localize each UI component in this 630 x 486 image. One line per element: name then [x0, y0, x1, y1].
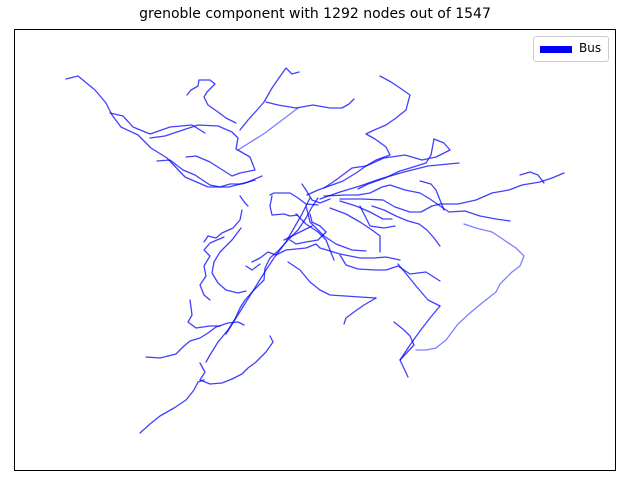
bus-route-edge: [109, 112, 206, 135]
bus-route-edge: [301, 183, 331, 204]
bus-route-edge: [199, 335, 274, 385]
chart-title: grenoble component with 1292 nodes out o…: [139, 6, 491, 22]
bus-route-edge: [187, 299, 221, 329]
bus-route-edge: [399, 305, 441, 378]
bus-route-edge: [203, 209, 243, 243]
bus-route-edge: [245, 263, 261, 271]
bus-route-edge: [415, 223, 525, 351]
bus-route-edge: [237, 107, 299, 151]
legend: Bus: [533, 36, 609, 62]
bus-route-edge: [205, 197, 319, 363]
legend-swatch-bus: [540, 46, 572, 53]
bus-route-edge: [186, 79, 237, 124]
bus-route-edge: [306, 75, 411, 196]
bus-route-edge: [323, 184, 511, 222]
bus-route-edge: [329, 207, 381, 253]
bus-route-edge: [343, 297, 377, 325]
bus-route-edge: [319, 162, 460, 200]
bus-route-edge: [339, 200, 393, 220]
bus-route-edge: [287, 261, 377, 299]
bus-route-edge: [339, 254, 441, 282]
bus-route-edge: [269, 195, 299, 217]
bus-route-edge: [199, 236, 225, 301]
bus-route-edge: [251, 243, 401, 263]
bus-route-edge: [419, 180, 445, 211]
bus-route-edge: [305, 205, 367, 252]
bus-route-edge: [211, 227, 247, 294]
bus-route-edge: [283, 225, 313, 241]
bus-route-edge: [156, 159, 256, 188]
bus-route-edge: [289, 213, 327, 245]
bus-route-edge: [339, 172, 565, 213]
bus-route-edge: [371, 205, 441, 247]
bus-route-edge: [519, 171, 545, 184]
bus-route-edge: [225, 197, 311, 335]
plot-area: [14, 29, 616, 471]
bus-route-edge: [145, 321, 245, 359]
bus-route-edge: [295, 213, 335, 261]
bus-route-edge: [265, 98, 355, 109]
bus-route-edge: [359, 205, 396, 229]
bus-route-edge: [149, 124, 256, 177]
bus-route-edge: [65, 75, 263, 188]
bus-route-edge: [239, 195, 249, 207]
bus-route-edge: [323, 138, 451, 190]
bus-route-edge: [397, 263, 441, 307]
bus-route-edge: [139, 379, 205, 434]
bus-route-edge: [393, 321, 415, 361]
legend-label-bus: Bus: [579, 41, 602, 55]
bus-route-edge: [239, 67, 300, 131]
bus-route-edge: [269, 192, 319, 206]
